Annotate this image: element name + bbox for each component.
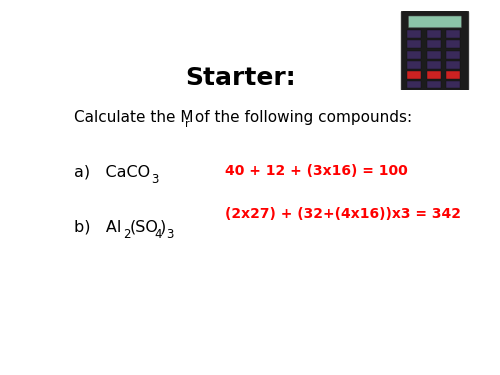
Bar	[426, 61, 440, 69]
Text: Calculate the M: Calculate the M	[74, 110, 194, 125]
Bar	[407, 30, 421, 38]
Bar	[407, 71, 421, 79]
Bar	[407, 51, 421, 58]
Bar	[426, 40, 440, 48]
Bar	[446, 51, 460, 58]
FancyBboxPatch shape	[408, 16, 462, 28]
Bar	[407, 40, 421, 48]
Text: Starter:: Starter:	[186, 66, 296, 90]
Text: of the following compounds:: of the following compounds:	[190, 110, 412, 125]
Bar	[446, 61, 460, 69]
Text: 2: 2	[124, 228, 131, 241]
Bar	[446, 71, 460, 79]
Text: (2x27) + (32+(4x16))x3 = 342: (2x27) + (32+(4x16))x3 = 342	[225, 207, 461, 221]
Text: a)   CaCO: a) CaCO	[74, 165, 150, 180]
Text: 4: 4	[154, 228, 162, 241]
Bar	[426, 30, 440, 38]
Text: ): )	[160, 219, 166, 234]
Text: 40 + 12 + (3x16) = 100: 40 + 12 + (3x16) = 100	[225, 164, 408, 178]
Bar	[426, 71, 440, 79]
Bar	[446, 40, 460, 48]
Text: (SO: (SO	[130, 219, 158, 234]
Bar	[407, 81, 421, 88]
Bar	[407, 61, 421, 69]
Bar	[426, 81, 440, 88]
FancyBboxPatch shape	[402, 10, 468, 92]
Text: 3: 3	[166, 228, 173, 241]
Bar	[446, 81, 460, 88]
Bar	[426, 51, 440, 58]
Text: 3: 3	[152, 173, 159, 186]
Text: b)   Al: b) Al	[74, 219, 122, 234]
Bar	[446, 30, 460, 38]
Text: r: r	[184, 118, 189, 129]
